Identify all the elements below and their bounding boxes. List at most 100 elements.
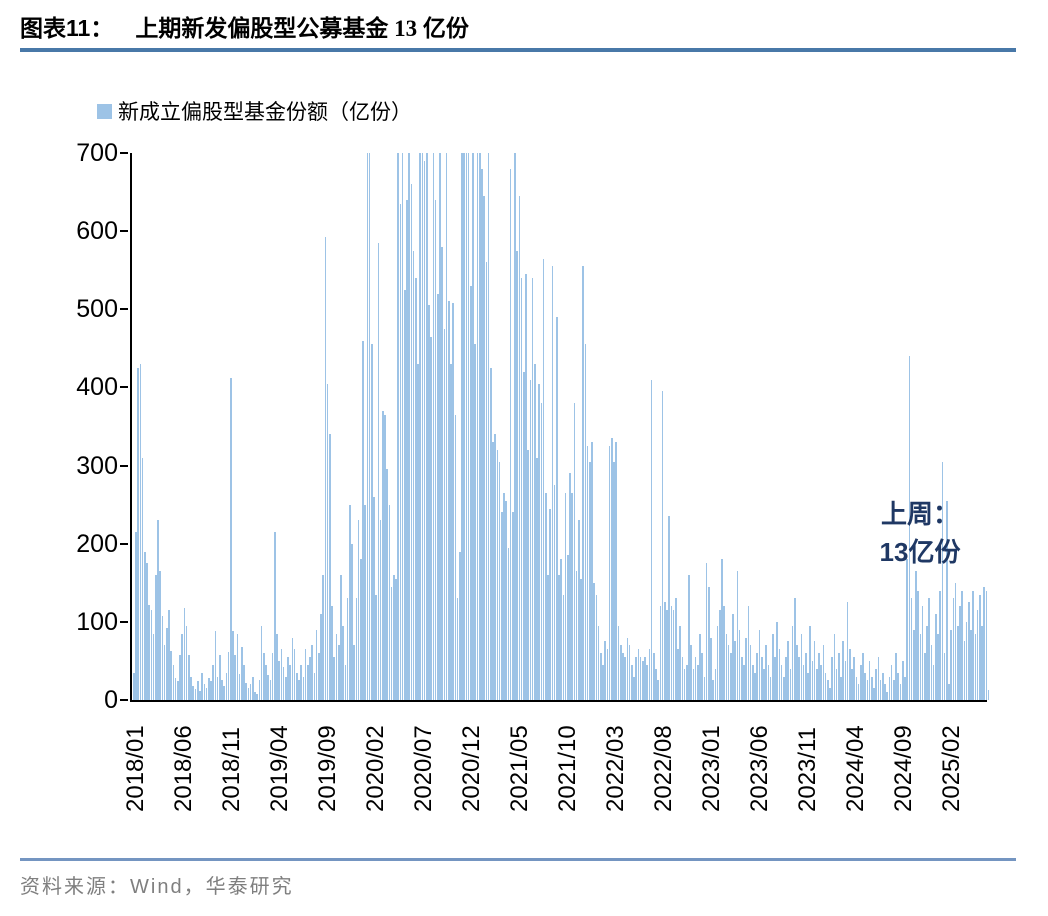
bar [542, 258, 545, 700]
bar [348, 504, 351, 700]
bar [734, 641, 737, 700]
bar [210, 681, 212, 700]
x-axis-tick-label: 2020/07 [410, 725, 437, 812]
bar [196, 681, 199, 700]
bar [917, 590, 919, 700]
bar [516, 250, 518, 700]
bar [415, 278, 417, 700]
bar [302, 676, 305, 700]
bar [463, 153, 466, 700]
bar [595, 594, 598, 700]
bar [232, 631, 234, 700]
bar [965, 621, 968, 700]
bar [245, 682, 247, 700]
bar [910, 598, 913, 700]
bar [862, 653, 864, 700]
bar [694, 657, 697, 700]
bar [589, 461, 591, 700]
bar [776, 621, 778, 700]
bar [749, 645, 752, 700]
bar [511, 512, 514, 700]
bar [763, 668, 765, 700]
bar [410, 184, 413, 700]
y-axis-tick-label: 0 [104, 686, 118, 714]
bar [932, 664, 935, 700]
bar [912, 629, 915, 700]
bar [628, 645, 631, 700]
last-week-annotation: 上周： 13亿份 [848, 496, 992, 571]
bar [551, 266, 554, 700]
bar [278, 660, 281, 700]
bar [509, 168, 512, 700]
bar [406, 199, 408, 700]
bar [842, 641, 845, 700]
bar [450, 364, 452, 700]
bar [439, 153, 441, 700]
bar [626, 637, 629, 700]
bar [600, 653, 602, 700]
bar [304, 649, 307, 700]
bar [221, 680, 223, 700]
bar [719, 610, 721, 700]
bar [170, 650, 173, 700]
bar [181, 633, 184, 700]
bar [815, 668, 818, 700]
bar [844, 660, 847, 700]
bar [811, 660, 814, 700]
bar [254, 692, 256, 700]
y-axis-tick-label: 700 [76, 139, 118, 167]
bar [868, 660, 871, 700]
bar [223, 685, 225, 700]
bar [882, 672, 884, 700]
bar [183, 607, 186, 700]
bar [456, 598, 459, 700]
bar [481, 168, 483, 700]
bar [260, 625, 263, 700]
bar [721, 559, 723, 700]
bar [657, 680, 659, 700]
bar [269, 680, 272, 700]
bar [791, 625, 794, 700]
bar [320, 614, 322, 700]
bar [864, 672, 867, 700]
bar [216, 676, 219, 700]
bar [373, 496, 375, 700]
bar [423, 160, 426, 700]
bar [514, 153, 516, 700]
bar [192, 685, 195, 700]
bar [921, 606, 924, 700]
bar [930, 645, 933, 700]
bar [333, 657, 336, 700]
bar [368, 153, 371, 700]
bar [282, 667, 285, 700]
bar [448, 301, 450, 700]
bar [437, 293, 439, 700]
chart-legend: 新成立偏股型基金份额（亿份） [97, 96, 412, 126]
bar [311, 645, 314, 700]
x-axis-tick-label: 2024/04 [842, 725, 869, 812]
bar [699, 633, 701, 700]
bar [906, 559, 908, 700]
bar [943, 653, 946, 700]
bar [144, 551, 146, 700]
bar [648, 649, 651, 700]
bar [683, 668, 686, 700]
bar [135, 532, 137, 700]
bar [445, 153, 448, 700]
bar [893, 680, 895, 700]
bar [963, 641, 966, 700]
bar [201, 673, 203, 700]
bar [677, 649, 679, 700]
bar [754, 672, 756, 700]
bar [276, 633, 278, 700]
bar [280, 649, 283, 700]
bar [190, 676, 192, 700]
bar [492, 442, 494, 700]
bar [536, 457, 538, 700]
bar [441, 246, 444, 700]
bar [417, 364, 419, 700]
bar [796, 645, 798, 700]
bar [948, 684, 950, 700]
bar [238, 674, 241, 700]
bar [150, 610, 153, 700]
